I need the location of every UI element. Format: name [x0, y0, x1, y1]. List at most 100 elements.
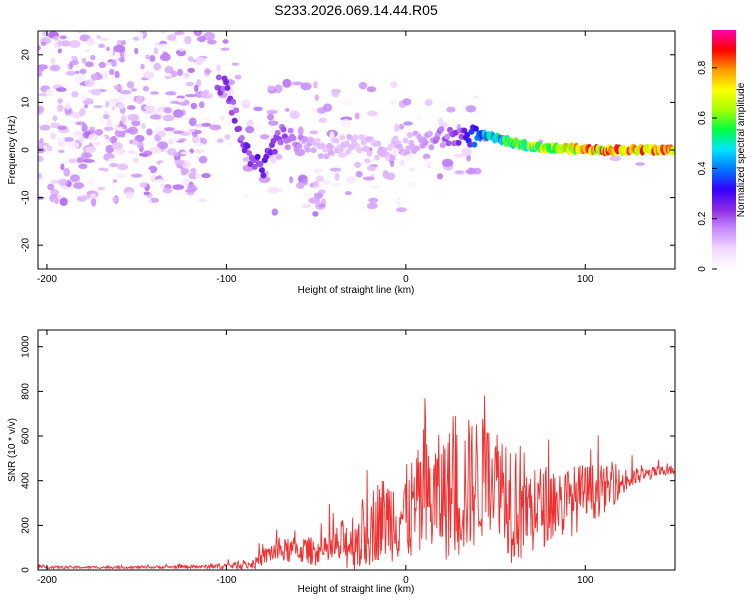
spectrogram-cell: [177, 68, 184, 77]
spectrogram-cell: [267, 113, 274, 121]
spectrogram-cell: [65, 70, 76, 76]
spectrogram-cell: [57, 178, 68, 186]
spectrogram-ridge-cell: [352, 134, 359, 141]
spectrogram-x-tick-label: -100: [216, 274, 236, 285]
spectrogram-cell: [312, 211, 319, 217]
spectrogram-cell: [49, 64, 61, 72]
spectrogram-cell: [173, 31, 181, 36]
colorbar: 0 0.2 0.4 0.6 0.8 Normalized spectral amplit…: [697, 30, 747, 272]
spectrogram-ridge-cell: [422, 139, 429, 146]
spectrogram-cell: [214, 142, 220, 151]
spectrogram-cell: [407, 180, 417, 189]
spectrogram-cell: [103, 114, 110, 120]
spectrogram-cell: [57, 39, 62, 48]
spectrogram-cell: [114, 70, 120, 79]
spectrogram-cell: [153, 62, 162, 71]
spectrogram-cell: [52, 35, 60, 41]
spectrogram-ridge-cell: [224, 84, 231, 91]
spectrogram-cell: [274, 188, 284, 192]
spectrogram-cell: [297, 126, 304, 136]
spectrogram-cell: [40, 70, 46, 76]
spectrogram-y-tick-label: 0: [21, 147, 32, 153]
spectrogram-ridge-cell: [233, 107, 240, 114]
spectrogram-cell: [320, 198, 327, 207]
spectrogram-cell: [216, 64, 221, 72]
snr-y-tick-label: 600: [21, 427, 32, 444]
spectrogram-cell: [321, 179, 331, 186]
spectrogram-cell: [113, 44, 126, 53]
spectrogram-cell: [100, 135, 107, 139]
spectrogram-cell: [127, 126, 139, 135]
spectrogram-ridge-cell: [471, 141, 478, 148]
spectrogram-cell: [81, 123, 88, 133]
spectrogram-cell: [313, 180, 320, 188]
spectrogram-cell: [59, 197, 68, 207]
spectrogram-cell: [107, 157, 118, 164]
spectrogram-ridge-cell: [444, 133, 451, 140]
snr-y-tick-label: 400: [21, 472, 32, 489]
spectrogram-cell: [167, 148, 177, 156]
spectrogram-cell: [466, 154, 471, 162]
spectrogram-cell: [313, 192, 324, 200]
spectrogram-x-tick-label: 0: [403, 274, 409, 285]
spectrogram-cell: [82, 158, 95, 163]
spectrogram-ridge-cell: [244, 142, 251, 149]
spectrogram-cell: [270, 155, 277, 164]
spectrogram-cell: [131, 140, 140, 146]
spectrogram-cell: [390, 81, 398, 88]
spectrogram-cell: [150, 174, 157, 183]
spectrogram-cell: [396, 196, 402, 206]
spectrogram-cell: [305, 164, 310, 171]
spectrogram-cell: [172, 130, 184, 134]
spectrogram-cell: [121, 40, 126, 46]
spectrogram-y-tick-label: 20: [21, 49, 32, 61]
spectrogram-cell: [92, 57, 100, 67]
spectrogram-cell: [41, 31, 50, 36]
spectrogram-cell: [112, 188, 118, 193]
spectrogram-cell: [193, 31, 203, 37]
spectrogram-cell: [79, 108, 86, 116]
spectrogram-cell: [216, 138, 224, 143]
spectrogram-cell: [111, 105, 116, 111]
spectrogram-ridge-cell: [246, 150, 253, 157]
spectrogram-cell: [174, 159, 185, 166]
spectrogram-cell: [108, 49, 114, 59]
spectrogram-cell: [111, 59, 117, 68]
snr-y-tick-label: 0: [21, 567, 32, 573]
spectrogram-cell: [313, 81, 318, 89]
spectrogram-cell: [206, 39, 217, 45]
spectrogram-cell: [284, 107, 290, 112]
spectrogram-cell: [366, 86, 377, 93]
spectrogram-cell: [266, 109, 279, 115]
spectrogram-cell: [144, 93, 152, 101]
spectrogram-cell: [86, 37, 95, 46]
spectrogram-cell: [194, 149, 205, 154]
spectrogram-x-tick-label: 100: [577, 274, 594, 285]
spectrogram-cell: [47, 183, 55, 191]
colorbar-ticks: 0 0.2 0.4 0.6 0.8: [697, 60, 717, 272]
spectrogram-cell: [105, 46, 111, 52]
spectrogram-cell: [130, 88, 138, 92]
spectrogram-cell: [194, 84, 199, 93]
spectrogram-cell: [153, 47, 159, 55]
spectrogram-cell: [332, 182, 341, 187]
snr-x-tick-label: -200: [37, 575, 57, 586]
spectrogram-cell: [38, 68, 42, 77]
spectrogram-ridge-cell: [360, 139, 367, 146]
spectrogram-cell: [142, 71, 155, 79]
spectrogram-cell: [119, 89, 132, 95]
spectrogram-cell: [190, 102, 198, 110]
spectrogram-cell: [200, 86, 206, 92]
spectrogram-ridge-cell: [271, 148, 278, 155]
spectrogram-cell: [441, 158, 454, 167]
snr-y-tick-label: 800: [21, 383, 32, 400]
spectrogram-ridge-cell: [287, 127, 294, 134]
spectrogram-cell: [268, 120, 279, 126]
spectrogram-y-label: Frequency (Hz): [7, 116, 18, 185]
spectrogram-cell: [96, 35, 101, 40]
spectrogram-ridge-cell: [439, 142, 446, 149]
spectrogram-cell: [166, 34, 177, 41]
spectrogram-cell: [190, 168, 197, 173]
spectrogram-ridge-cell: [337, 146, 344, 153]
spectrogram-cell: [112, 196, 117, 203]
